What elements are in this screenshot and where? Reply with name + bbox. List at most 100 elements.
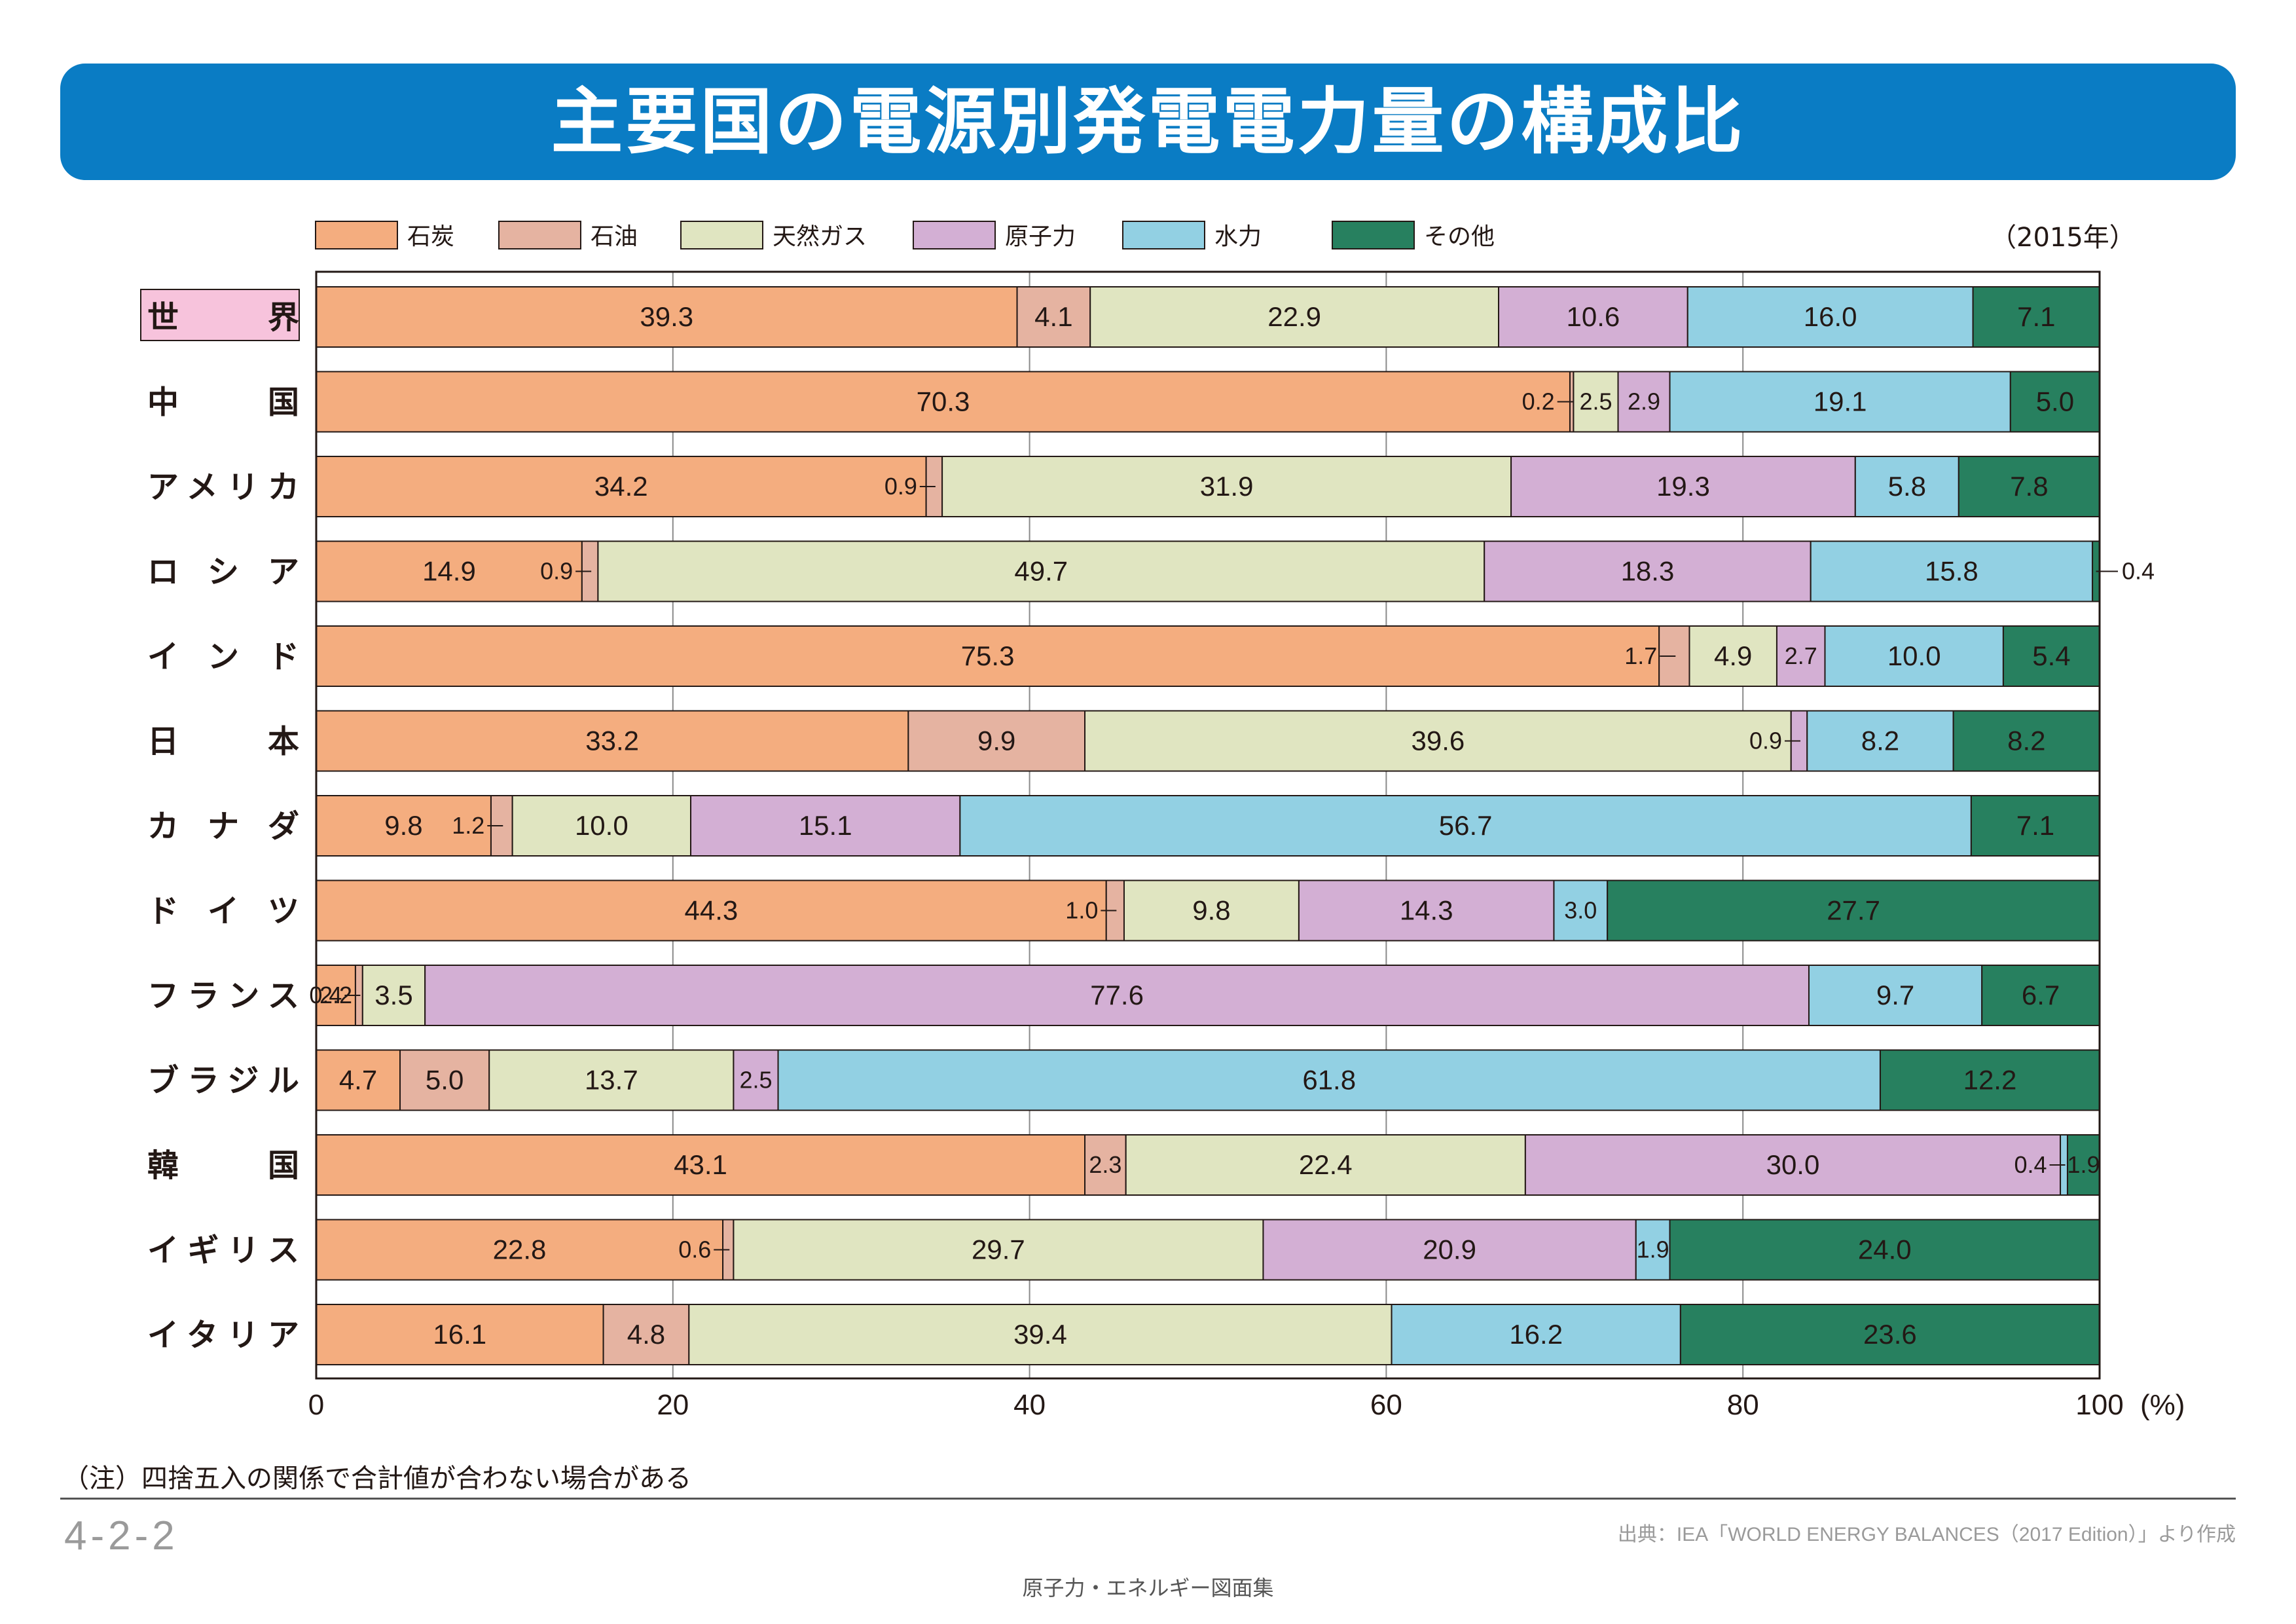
data-label-coal-3: 14.9 — [422, 556, 476, 587]
divider — [60, 1498, 2236, 1500]
bar-coal-1 — [316, 371, 1571, 433]
data-label-nuclear-5: 0.9 — [1749, 728, 1782, 754]
bar-nuclear-8 — [424, 965, 1810, 1026]
data-label-oil-7: 1.0 — [1065, 897, 1098, 924]
category-label-2: アメリカ — [147, 469, 299, 506]
data-label-other-2: 7.8 — [2010, 471, 2048, 502]
legend-swatch-other — [1332, 221, 1415, 249]
legend-label-gas: 天然ガス — [773, 223, 867, 250]
bar-hydro-7 — [1553, 879, 1609, 942]
data-label-other-12: 23.6 — [1863, 1319, 1917, 1350]
data-label-gas-7: 9.8 — [1192, 895, 1230, 926]
bar-other-6 — [1970, 795, 2101, 857]
data-label-nuclear-8: 77.6 — [1090, 980, 1144, 1010]
data-label-hydro-10: 0.4 — [2014, 1151, 2047, 1178]
bar-oil-10 — [1084, 1134, 1127, 1196]
data-label-hydro-5: 8.2 — [1861, 726, 1899, 756]
bar-nuclear-4 — [1776, 625, 1826, 687]
data-label-hydro-12: 16.2 — [1509, 1319, 1563, 1350]
bar-gas-2 — [941, 456, 1512, 517]
bar-nuclear-2 — [1510, 456, 1856, 517]
data-label-oil-4: 1.7 — [1624, 642, 1657, 669]
bar-oil-9 — [399, 1049, 490, 1111]
data-label-other-9: 12.2 — [1963, 1065, 2017, 1096]
data-label-other-10: 1.9 — [2067, 1151, 2100, 1178]
bar-hydro-8 — [1808, 965, 1983, 1026]
data-label-coal-5: 33.2 — [585, 726, 639, 756]
data-label-gas-10: 22.4 — [1299, 1149, 1353, 1180]
legend-label-other: その他 — [1424, 223, 1495, 250]
data-label-nuclear-6: 15.1 — [799, 810, 852, 841]
data-label-oil-12: 4.8 — [627, 1319, 665, 1350]
data-label-nuclear-7: 14.3 — [1400, 895, 1453, 926]
bar-gas-0 — [1089, 286, 1500, 348]
bar-coal-10 — [316, 1134, 1086, 1196]
category-label-7: ドイツ — [147, 893, 299, 930]
category-label-4: インド — [147, 638, 299, 675]
data-label-coal-0: 39.3 — [640, 301, 693, 332]
data-label-other-7: 27.7 — [1827, 895, 1880, 926]
data-label-hydro-4: 10.0 — [1887, 640, 1941, 671]
bar-nuclear-3 — [1484, 540, 1812, 602]
data-label-coal-7: 44.3 — [684, 895, 738, 926]
category-label-3: ロシア — [147, 554, 299, 591]
data-label-gas-2: 31.9 — [1200, 471, 1254, 502]
data-label-nuclear-2: 19.3 — [1656, 471, 1710, 502]
data-label-oil-2: 0.9 — [884, 473, 917, 500]
data-label-oil-10: 2.3 — [1089, 1151, 1121, 1178]
legend-label-oil: 石油 — [591, 223, 638, 250]
category-label-5: 日 本 — [147, 724, 299, 760]
data-label-hydro-0: 16.0 — [1804, 301, 1857, 332]
data-label-nuclear-3: 18.3 — [1621, 556, 1675, 587]
legend-label-hydro: 水力 — [1214, 223, 1262, 250]
category-label-12: イタリア — [147, 1317, 299, 1354]
data-label-nuclear-1: 2.9 — [1628, 388, 1660, 415]
legend-swatch-oil — [498, 221, 581, 249]
data-label-other-8: 6.7 — [2022, 980, 2060, 1010]
bar-coal-7 — [316, 879, 1107, 942]
category-label-11: イギリス — [147, 1232, 299, 1269]
bars: 39.3 4.1 22.9 10.6 16.0 7.1 70.3 0.2 2.5 2.9 19.1 5… — [309, 286, 2155, 1365]
x-axis: 0 20 40 60 80 100 (%) — [308, 270, 2185, 1421]
data-label-gas-4: 4.9 — [1714, 640, 1752, 671]
data-label-gas-11: 29.7 — [972, 1234, 1025, 1265]
bar-hydro-12 — [1391, 1304, 1681, 1365]
bar-nuclear-11 — [1262, 1219, 1637, 1281]
x-tick-label-0: 0 — [308, 1389, 324, 1421]
bar-nuclear-9 — [733, 1049, 779, 1111]
bar-nuclear-6 — [690, 795, 961, 857]
bar-gas-6 — [511, 795, 692, 857]
bar-oil-5 — [907, 710, 1086, 772]
bar-oil-12 — [602, 1304, 690, 1365]
bar-coal-2 — [316, 456, 927, 517]
bar-hydro-3 — [1810, 540, 2094, 602]
legend: 石炭 石油 天然ガス 原子力 水力 その他 — [315, 221, 1495, 250]
bar-other-9 — [1879, 1049, 2100, 1111]
plot-frame — [315, 270, 2101, 1380]
data-label-hydro-8: 9.7 — [1876, 980, 1914, 1010]
legend-swatch-nuclear — [913, 221, 996, 249]
bar-gas-9 — [488, 1049, 735, 1111]
data-label-hydro-1: 19.1 — [1813, 386, 1867, 417]
data-label-coal-1: 70.3 — [917, 386, 970, 417]
bar-oil-0 — [1016, 286, 1091, 348]
bar-hydro-0 — [1686, 286, 1974, 348]
data-label-gas-9: 13.7 — [585, 1065, 638, 1096]
data-label-other-11: 24.0 — [1858, 1234, 1912, 1265]
category-label-0: 世 界 — [147, 299, 299, 336]
data-label-coal-12: 16.1 — [433, 1319, 486, 1350]
data-label-coal-4: 75.3 — [961, 640, 1015, 671]
year-note: （2015年） — [1990, 223, 2136, 253]
data-label-gas-0: 22.9 — [1267, 301, 1321, 332]
category-label-10: 韓 国 — [147, 1147, 299, 1184]
category-label-6: カナダ — [147, 808, 299, 845]
data-label-nuclear-10: 30.0 — [1766, 1149, 1820, 1180]
category-label-9: ブラジル — [147, 1063, 299, 1099]
data-label-hydro-2: 5.8 — [1888, 471, 1926, 502]
x-tick-label-100: 100 — [2075, 1389, 2123, 1421]
data-label-oil-6: 1.2 — [452, 812, 484, 839]
page-title: 主要国の電源別発電電力量の構成比 — [551, 80, 1745, 164]
data-label-oil-5: 9.9 — [977, 726, 1015, 756]
